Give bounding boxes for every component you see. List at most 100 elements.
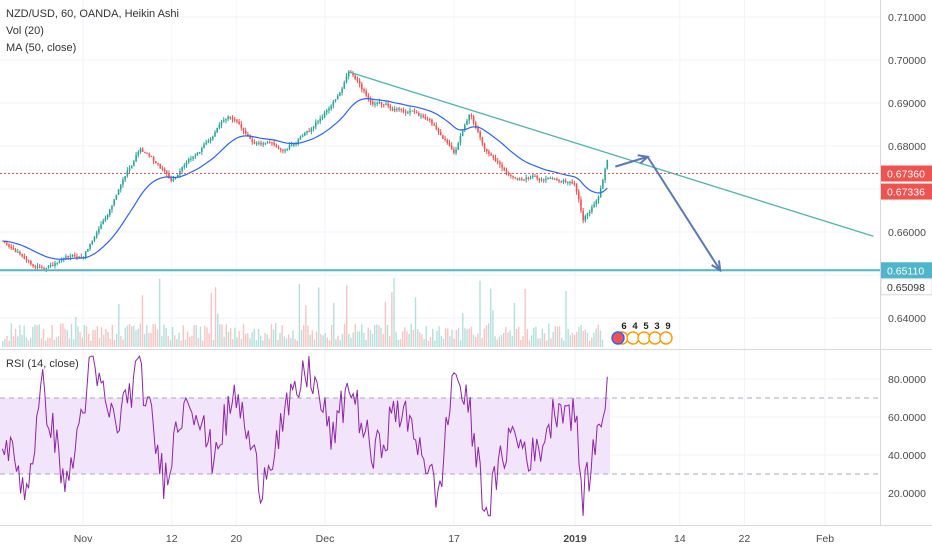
candle-body [400,108,403,110]
volume-bar [184,339,187,347]
candle-body [345,76,348,83]
candle-body [52,265,54,267]
candle-body [385,103,387,105]
volume-bar [300,329,303,347]
volume-bar [348,334,350,347]
volume-bar [178,332,180,347]
volume-bar [62,323,64,347]
candle-body [111,205,113,210]
volume-bar [146,325,148,347]
candle-body [21,254,23,257]
candle-body [183,165,186,168]
candle-body [216,127,218,133]
candle-body [25,258,28,261]
volume-bar [294,339,296,347]
candle-body [428,119,431,121]
volume-bar [376,324,378,347]
volume-bar [457,327,460,347]
volume-bar [251,332,253,347]
arrow-head-down [711,260,722,273]
candle-body [343,82,346,89]
rsi-legend[interactable]: RSI (14, close) [6,358,79,370]
volume-bar [309,334,311,347]
volume-bar [17,336,19,347]
candle-body [549,178,552,180]
volume-bar [49,338,51,347]
candle-body [584,215,587,221]
volume-bar [12,336,15,347]
candle-body [378,102,381,104]
volume-bar [131,326,133,347]
volume-bar [380,327,382,347]
volume-bar [60,323,62,347]
volume-bar [455,330,458,347]
volume-bar [318,287,320,347]
time-tick-label: 20 [230,533,242,545]
candle-body [194,155,197,157]
volume-bar [94,329,96,347]
candle-body [319,118,321,122]
rsi-tick-label: 40.0000 [888,450,926,462]
candle-body [89,243,91,249]
volume-bar [561,337,563,347]
volume-bar [382,333,384,347]
volume-bar [459,340,462,347]
candle-body [91,240,94,244]
volume-bar [320,334,322,347]
candle-body [220,121,223,125]
volume-bar [419,332,421,347]
volume-bar [485,325,488,347]
symbol-legend[interactable]: NZD/USD, 60, OANDA, Heikin Ashi [6,8,179,20]
candle-body [279,148,282,150]
volume-bar [416,329,419,347]
candle-body [207,140,210,143]
candle-body [304,132,306,136]
candle-body [115,194,118,200]
time-tick-label: 14 [674,533,686,545]
volume-bar [281,325,283,347]
candle-body [567,182,569,184]
candle-body [310,128,313,132]
candle-body [137,152,140,156]
volume-bar [356,331,359,347]
candle-body [433,123,435,126]
candle-body [284,149,286,151]
candle-body [431,119,433,124]
candle-body [496,160,499,163]
volume-bar [481,338,483,347]
candle-body [117,189,120,195]
candle-body [580,199,582,211]
candle-body [527,177,530,179]
volume-legend[interactable]: Vol (20) [6,25,44,37]
candle-body [203,144,205,149]
candle-body [301,135,304,137]
volume-bar [354,324,356,347]
volume-bar [161,336,163,347]
candle-body [113,199,115,206]
candle-body [168,173,170,178]
candle-body [591,206,593,212]
candle-body [339,92,341,96]
volume-bar [53,339,55,347]
candle-body [547,178,549,180]
volume-bar [90,340,92,347]
candle-body [205,142,208,145]
volume-bar [139,323,141,347]
volume-bar [206,327,208,347]
candle-body [597,196,600,201]
ma-legend[interactable]: MA (50, close) [6,42,77,54]
volume-bar [425,325,427,347]
volume-bar [176,339,178,347]
volume-bar [272,329,275,347]
volume-bar [472,334,475,347]
volume-bar [47,337,49,347]
candle-body [518,178,521,180]
volume-bar [597,324,599,347]
volume-bar [453,338,455,347]
candle-body [172,178,175,181]
volume-bar [438,326,440,347]
volume-bar [401,331,404,347]
volume-bar [447,328,449,347]
volume-bar [494,336,496,347]
